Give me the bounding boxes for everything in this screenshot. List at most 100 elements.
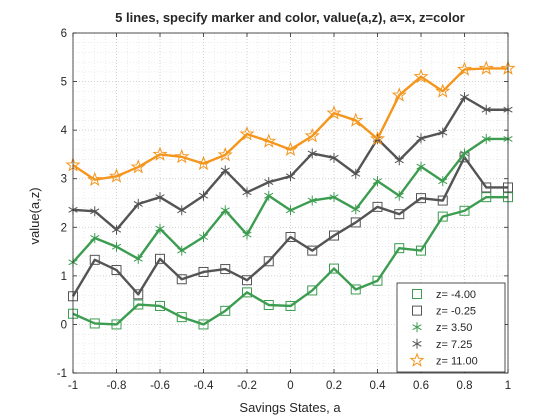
- data-point: [220, 165, 230, 176]
- data-point: [394, 209, 405, 220]
- x-tick-label: -0.8: [107, 380, 127, 392]
- data-point: [133, 198, 143, 209]
- asterisk-stroke: [307, 150, 317, 157]
- asterisk-stroke: [372, 178, 383, 185]
- asterisk-stroke: [133, 201, 143, 207]
- data-point: [372, 176, 383, 187]
- data-point: [264, 190, 274, 201]
- asterisk-stroke: [155, 194, 165, 201]
- data-point: [372, 275, 383, 286]
- x-tick-label: -1: [68, 380, 78, 392]
- data-point: [90, 232, 100, 243]
- data-point: [242, 187, 252, 198]
- data-point: [133, 299, 144, 310]
- data-point: [242, 229, 252, 240]
- legend-marker: [412, 338, 422, 349]
- legend-marker: [412, 305, 422, 316]
- asterisk-stroke: [329, 154, 339, 161]
- asterisk-stroke: [264, 179, 274, 186]
- asterisk-stroke: [438, 129, 448, 136]
- data-point: [176, 312, 187, 323]
- x-tick-label: -0.4: [194, 380, 214, 392]
- data-point: [133, 289, 144, 300]
- data-point: [176, 274, 187, 285]
- asterisk-stroke: [285, 207, 296, 214]
- data-point: [111, 319, 122, 330]
- x-tick-label: -0.6: [150, 380, 170, 392]
- chart-title: 5 lines, specify marker and color, value…: [115, 10, 465, 25]
- data-point: [282, 141, 299, 157]
- x-tick-label: 0.4: [370, 380, 387, 392]
- data-point: [372, 201, 383, 212]
- data-point: [285, 300, 296, 311]
- data-point: [326, 105, 342, 120]
- asterisk-stroke: [242, 231, 252, 238]
- asterisk-stroke: [90, 235, 100, 241]
- data-point: [459, 205, 470, 216]
- data-point: [478, 60, 494, 75]
- data-point: [437, 211, 448, 222]
- legend-box: [396, 282, 506, 373]
- data-point: [459, 92, 470, 103]
- data-point: [155, 253, 165, 264]
- y-tick-labels: -1 0 1 2 3 4 5 6: [57, 28, 68, 380]
- data-point: [111, 224, 122, 235]
- data-point: [481, 133, 491, 144]
- data-point: [220, 264, 231, 275]
- data-point: [438, 127, 448, 138]
- data-point: [416, 133, 426, 144]
- y-tick-label: 3: [61, 174, 67, 186]
- data-point: [133, 253, 143, 264]
- data-point: [394, 190, 404, 201]
- legend-marker: [409, 352, 425, 367]
- x-tick-label: -0.2: [237, 380, 257, 392]
- asterisk-stroke: [416, 135, 426, 142]
- asterisk-stroke: [438, 178, 448, 185]
- data-point: [350, 284, 361, 295]
- series-line: [72, 67, 508, 181]
- data-point: [413, 68, 429, 84]
- data-point: [108, 168, 125, 183]
- asterisk-stroke: [416, 163, 426, 170]
- data-point: [198, 319, 209, 330]
- series-2: [68, 152, 513, 302]
- data-point: [459, 148, 470, 159]
- asterisk-stroke: [198, 234, 209, 240]
- y-tick-label: 0: [61, 319, 67, 331]
- series-5: [65, 60, 516, 187]
- data-point: [217, 146, 233, 162]
- data-point: [177, 245, 187, 256]
- asterisk-stroke: [242, 189, 252, 196]
- data-point: [394, 155, 404, 166]
- data-point: [111, 265, 122, 276]
- data-point: [394, 243, 405, 254]
- asterisk-stroke: [155, 225, 165, 232]
- data-point: [261, 133, 277, 148]
- data-point: [369, 130, 386, 146]
- data-point: [481, 182, 492, 193]
- data-point: [307, 195, 317, 206]
- x-tick-label: 0.8: [457, 380, 473, 392]
- x-tick-label: 1: [505, 380, 511, 392]
- data-point: [239, 126, 255, 141]
- y-tick-label: -1: [57, 368, 67, 380]
- data-point: [155, 223, 165, 234]
- asterisk-stroke: [264, 192, 274, 199]
- data-point: [437, 195, 448, 206]
- asterisk-stroke: [412, 324, 422, 331]
- data-point: [87, 171, 103, 187]
- data-point: [307, 148, 317, 159]
- data-point: [130, 159, 146, 174]
- data-point: [242, 275, 252, 286]
- y-tick-label: 2: [61, 222, 67, 234]
- asterisk-stroke: [459, 94, 470, 101]
- series-3: [68, 133, 513, 268]
- data-point: [391, 87, 407, 102]
- x-tick-labels: -1 -0.8 -0.6 -0.4 -0.2 0 0.2 0.4 0.6 0.8 1: [68, 380, 511, 392]
- y-tick-label: 1: [61, 271, 67, 283]
- asterisk-stroke: [307, 197, 317, 204]
- asterisk-stroke: [198, 192, 209, 199]
- data-point: [416, 161, 426, 172]
- data-point: [416, 245, 426, 256]
